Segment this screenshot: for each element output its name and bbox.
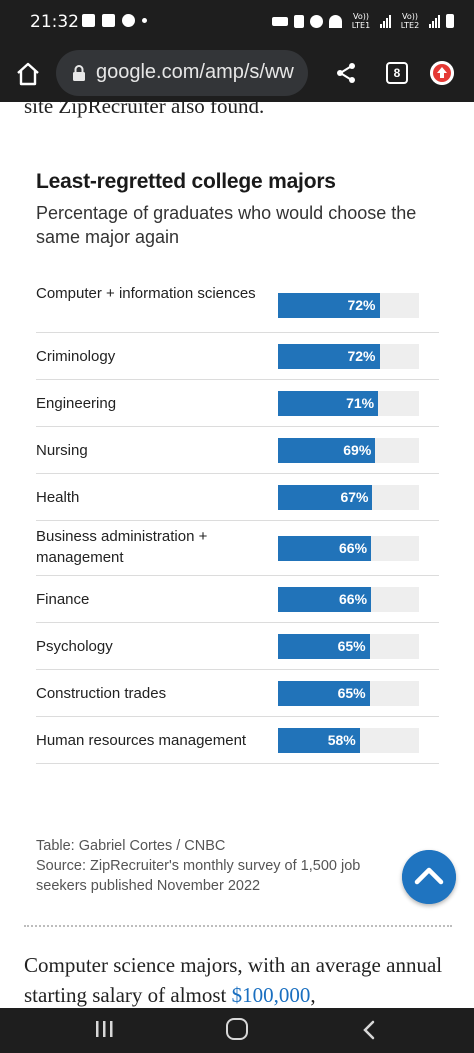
home-nav-icon[interactable] <box>226 1018 248 1040</box>
notification-icons <box>82 14 147 27</box>
bar-value-label: 72% <box>347 297 376 313</box>
lock-icon <box>73 65 85 81</box>
chart-row: Finance 66% <box>36 576 439 623</box>
bar-value-label: 65% <box>337 638 366 654</box>
bar-track: 67% <box>278 485 419 510</box>
article-previous-text: site ZipRecruiter also found. <box>24 102 265 118</box>
bar-value-label: 66% <box>339 540 368 556</box>
bar: 65% <box>278 634 370 659</box>
bar-category-label: Business administration + management <box>36 528 208 566</box>
bar-value-label: 72% <box>347 348 376 364</box>
navigation-bar <box>0 1008 474 1053</box>
web-page: site ZipRecruiter also found. Least-regr… <box>0 102 474 1008</box>
article-next-text: Computer science majors, with an average… <box>24 950 454 1008</box>
system-icons: Vo)) LTE1 Vo)) LTE2 <box>272 12 454 30</box>
salary-link[interactable]: $100,000 <box>231 983 311 1007</box>
network-label-1: Vo)) LTE1 <box>351 12 371 30</box>
bar-value-label: 65% <box>337 685 366 701</box>
browser-toolbar: google.com/amp/s/ww 8 <box>0 46 474 102</box>
bar-track: 58% <box>278 728 419 753</box>
bar: 58% <box>278 728 360 753</box>
source-credit: Source: ZipRecruiter's monthly survey of… <box>36 858 361 894</box>
alarm-icon <box>310 14 323 28</box>
signal-icon-1 <box>380 14 391 28</box>
article-next-text-tail: , <box>310 983 316 1007</box>
chart-credit: Table: Gabriel Cortes / CNBC Source: Zip… <box>36 836 406 896</box>
chart-row: Computer + information sciences 72% <box>36 278 439 333</box>
bar: 65% <box>278 681 370 706</box>
bar-track: 71% <box>278 391 419 416</box>
bar-track: 72% <box>278 344 419 369</box>
bar-track: 66% <box>278 536 419 561</box>
wifi-icon <box>329 14 342 28</box>
share-icon[interactable] <box>334 61 358 85</box>
status-time: 21:32 <box>30 12 79 32</box>
key-icon <box>272 16 288 26</box>
chart-row: Health 67% <box>36 474 439 521</box>
bar-value-label: 58% <box>327 732 356 748</box>
home-icon[interactable] <box>14 60 42 88</box>
bar-track: 72% <box>278 293 419 318</box>
bar: 69% <box>278 438 376 463</box>
bar: 72% <box>278 344 380 369</box>
chart-subtitle: Percentage of graduates who would choose… <box>36 203 417 247</box>
bar-value-label: 69% <box>343 442 372 458</box>
chart-row: Construction trades 65% <box>36 670 439 717</box>
table-credit: Table: Gabriel Cortes / CNBC <box>36 838 226 854</box>
bar-category-label: Human resources management <box>36 732 247 749</box>
bar-category-label: Finance <box>36 591 90 608</box>
chart-row: Business administration + management 66% <box>36 521 439 576</box>
bar-category-label: Engineering <box>36 395 117 412</box>
recent-apps-icon[interactable] <box>94 1020 114 1038</box>
battery-icon <box>446 14 454 28</box>
signal-icon-2 <box>429 14 440 28</box>
bar-track: 65% <box>278 681 419 706</box>
bar: 66% <box>278 536 372 561</box>
bar-value-label: 67% <box>340 489 369 505</box>
bar: 67% <box>278 485 373 510</box>
update-icon[interactable] <box>430 61 454 85</box>
bar-category-label: Health <box>36 489 80 506</box>
bar-category-label: Construction trades <box>36 685 167 702</box>
bar-value-label: 66% <box>339 591 368 607</box>
chart-title: Least-regretted college majors <box>36 170 336 193</box>
network-label-2: Vo)) LTE2 <box>400 12 420 30</box>
bar-category-label: Psychology <box>36 638 113 655</box>
chart-row: Human resources management 58% <box>36 717 439 764</box>
article-next-text-body: Computer science majors, with an average… <box>24 953 443 1007</box>
bar-category-label: Computer + information sciences <box>36 285 256 302</box>
back-icon[interactable] <box>362 1020 376 1040</box>
chart-row: Nursing 69% <box>36 427 439 474</box>
bar: 66% <box>278 587 372 612</box>
cloud-icon <box>122 14 135 27</box>
bar-category-label: Criminology <box>36 348 116 365</box>
chart-row: Engineering 71% <box>36 380 439 427</box>
chart-row: Criminology 72% <box>36 333 439 380</box>
alert-icon <box>102 14 115 27</box>
divider <box>24 925 452 927</box>
tabs-count-button[interactable]: 8 <box>386 62 408 84</box>
address-bar[interactable]: google.com/amp/s/ww <box>56 50 308 96</box>
scroll-to-top-button[interactable] <box>402 850 456 904</box>
url-text: google.com/amp/s/ww <box>96 61 294 83</box>
bar-track: 65% <box>278 634 419 659</box>
bar-track: 69% <box>278 438 419 463</box>
lock-status-icon <box>294 14 304 28</box>
more-dot-icon <box>142 18 147 23</box>
bar-track: 66% <box>278 587 419 612</box>
bar: 72% <box>278 293 380 318</box>
status-bar: 21:32 Vo)) LTE1 Vo)) LTE2 <box>0 0 474 46</box>
bar: 71% <box>278 391 379 416</box>
chart-rows: Computer + information sciences 72% Crimin… <box>36 278 439 764</box>
gallery-icon <box>82 14 95 27</box>
bar-value-label: 71% <box>346 395 375 411</box>
chart-row: Psychology 65% <box>36 623 439 670</box>
bar-category-label: Nursing <box>36 442 88 459</box>
